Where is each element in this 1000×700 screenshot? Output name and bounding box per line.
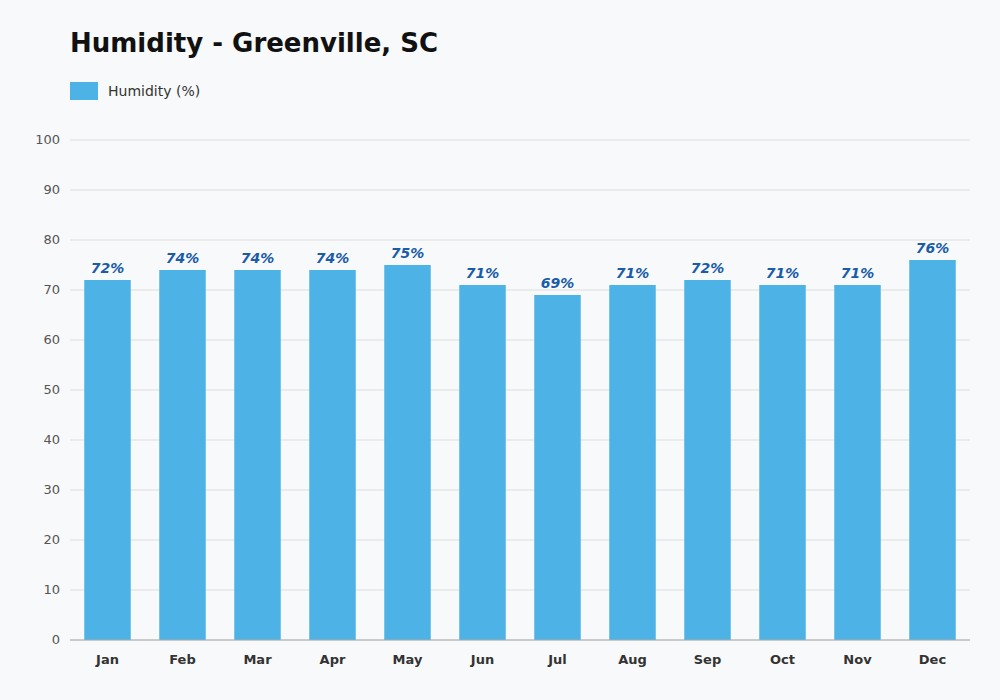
bar — [684, 280, 731, 640]
data-label: 71% — [766, 265, 800, 281]
bar — [609, 285, 656, 640]
x-tick-label: May — [393, 652, 423, 667]
data-label: 69% — [541, 275, 575, 291]
bar — [909, 260, 956, 640]
y-tick-label: 90 — [43, 182, 60, 197]
chart-container: Humidity - Greenville, SC 0 10 20 30 40 50 60 70… — [0, 0, 1000, 700]
legend-swatch — [70, 82, 98, 100]
x-tick-label: Feb — [169, 652, 195, 667]
y-tick-label: 20 — [43, 532, 60, 547]
legend: Humidity (%) — [70, 82, 200, 100]
y-tick-label: 70 — [43, 282, 60, 297]
data-label: 76% — [916, 240, 950, 256]
y-tick-label: 30 — [43, 482, 60, 497]
x-tick-label: Jul — [547, 652, 567, 667]
x-tick-label: Aug — [618, 652, 647, 667]
data-labels: 72% 74% 74% 74% 75% 71% 69% 71% 72% 71% 71% 76% — [91, 240, 950, 291]
y-axis: 0 10 20 30 40 50 60 70 80 90 100 — [35, 132, 970, 647]
x-tick-label: Apr — [320, 652, 346, 667]
bars — [84, 260, 956, 640]
title: Humidity - Greenville, SC — [70, 28, 438, 58]
legend-label: Humidity (%) — [108, 83, 200, 99]
data-label: 74% — [241, 250, 275, 266]
chart-svg: Humidity - Greenville, SC 0 10 20 30 40 50 60 70… — [0, 0, 1000, 700]
y-tick-label: 50 — [43, 382, 60, 397]
bar — [834, 285, 881, 640]
bar — [759, 285, 806, 640]
bar — [534, 295, 581, 640]
grid-line — [70, 240, 970, 241]
y-tick-label: 80 — [43, 232, 60, 247]
data-label: 74% — [166, 250, 200, 266]
x-tick-label: Dec — [919, 652, 946, 667]
bar — [384, 265, 431, 640]
data-label: 72% — [91, 260, 125, 276]
bar — [309, 270, 356, 640]
data-label: 71% — [841, 265, 875, 281]
bar — [159, 270, 206, 640]
bar — [459, 285, 506, 640]
data-label: 71% — [616, 265, 650, 281]
y-tick-label: 60 — [43, 332, 60, 347]
grid-line — [70, 140, 970, 141]
bar — [84, 280, 131, 640]
y-tick-label: 40 — [43, 432, 60, 447]
x-tick-label: Mar — [243, 652, 272, 667]
x-axis: Jan Feb Mar Apr May Jun Jul Aug Sep Oct Nov Dec — [70, 640, 970, 667]
data-label: 75% — [391, 245, 425, 261]
x-tick-label: Nov — [843, 652, 872, 667]
y-tick-label: 100 — [35, 132, 60, 147]
x-tick-label: Sep — [694, 652, 722, 667]
y-tick-label: 10 — [43, 582, 60, 597]
x-tick-label: Oct — [770, 652, 795, 667]
x-axis-line — [70, 640, 970, 641]
background — [0, 0, 1000, 700]
grid-line — [70, 190, 970, 191]
data-label: 72% — [691, 260, 725, 276]
bar — [234, 270, 281, 640]
data-label: 71% — [466, 265, 500, 281]
data-label: 74% — [316, 250, 350, 266]
x-tick-label: Jan — [95, 652, 119, 667]
y-tick-label: 0 — [52, 632, 60, 647]
x-tick-label: Jun — [470, 652, 494, 667]
grid-line — [70, 640, 970, 641]
